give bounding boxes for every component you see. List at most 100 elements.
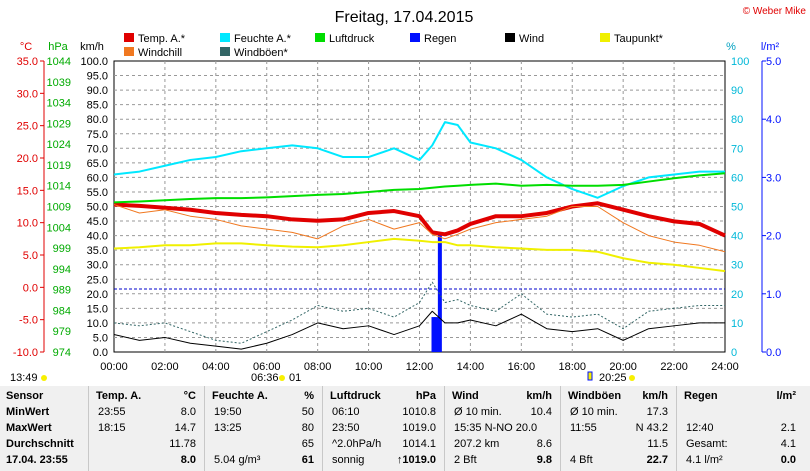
sunrise-time-label: 06:36 (251, 372, 279, 384)
x-tick-label: 20:00 (609, 361, 637, 373)
table-cell-value: 17.3 (646, 406, 668, 418)
table-column: Luftdruck hPa 06:10 1010.8 23:50 1019.0 ^2.0hP… (322, 386, 444, 471)
wind-tick-label: 55.0 (87, 187, 108, 199)
series-line (113, 201, 726, 238)
wind-tick-label: 15.0 (87, 303, 108, 315)
table-cell-label: 4 Bft (570, 454, 593, 466)
table-cell-value: 22.7 (646, 454, 668, 466)
table-cell-label: 2 Bft (454, 454, 477, 466)
table-column: Regen l/m² 12:40 2.1 Gesamt: 4.1 4.1 l/m² 0.0 (676, 386, 804, 471)
wind-tick-label: 100.0 (80, 56, 108, 68)
wind-tick-label: 30.0 (87, 260, 108, 272)
wind-tick-label: 10.0 (87, 318, 108, 330)
pressure-tick-label: 1034 (47, 98, 71, 110)
x-tick-label: 02:00 (151, 361, 179, 373)
wind-tick-label: 0.0 (93, 347, 108, 359)
table-cell-value: 50 (301, 406, 314, 418)
table-cell-value: 8.0 (180, 406, 196, 418)
table-cell-label: 06:10 (332, 406, 360, 418)
humidity-tick-label: 30 (731, 260, 743, 272)
x-tick-label: 22:00 (660, 361, 688, 373)
table-cell-label: 4.1 l/m² (686, 454, 723, 466)
left-time-label: 13:49 (10, 372, 38, 384)
table-cell-value: 10.4 (530, 406, 552, 418)
table-cell-value: 2.1 (780, 422, 796, 434)
column-title: Windböen (568, 390, 622, 402)
legend-swatch (315, 33, 325, 42)
temp-tick-label: 5.0 (23, 250, 38, 262)
sunset-time-label: 20:25 (599, 372, 627, 384)
table-column: Windböen km/h Ø 10 min. 17.3 11:55 N 43.2 11.5… (560, 386, 676, 471)
series-line (113, 237, 726, 273)
table-cell-value: 1010.8 (402, 406, 436, 418)
table-cell-label: 23:55 (98, 406, 126, 418)
rain-series (431, 232, 442, 352)
table-cell-label: 18:15 (98, 422, 126, 434)
stats-table: Sensor MinWert MaxWert Durchschnitt 17.0… (0, 386, 810, 471)
rain-tick-label: 0.0 (766, 347, 781, 359)
table-cell-label: 5.04 g/m³ (214, 454, 261, 466)
humidity-tick-label: 100 (731, 56, 749, 68)
table-cell-label: 19:50 (214, 406, 242, 418)
humidity-tick-label: 20 (731, 289, 743, 301)
rain-tick-label: 5.0 (766, 56, 781, 68)
pressure-tick-label: 994 (53, 264, 71, 276)
humidity-tick-label: 80 (731, 114, 743, 126)
legend-label: Taupunkt* (614, 33, 664, 45)
wind-tick-label: 5.0 (93, 332, 108, 344)
table-cell-value: 14.7 (174, 422, 196, 434)
rain-tick-label: 4.0 (766, 114, 781, 126)
legend-swatch (505, 33, 515, 42)
credit-label: © Weber Mike (743, 6, 807, 17)
divider (322, 386, 323, 471)
table-cell-value: 61 (301, 454, 314, 466)
table-cell-value: N 43.2 (635, 422, 668, 434)
temp-tick-label: -10.0 (13, 347, 38, 359)
table-cell-value: 1014.1 (402, 438, 436, 450)
rain-tick-label: 2.0 (766, 231, 781, 243)
wind-unit-label: km/h (80, 41, 104, 53)
column-title: Wind (452, 390, 479, 402)
x-tick-label: 12:00 (406, 361, 434, 373)
table-cell-label: 23:50 (332, 422, 360, 434)
pressure-unit-label: hPa (48, 41, 68, 53)
weather-chart: Freitag, 17.04.2015 © Weber Mike °C hPa … (10, 6, 807, 384)
table-cell-value: 80 (301, 422, 314, 434)
x-tick-label: 24:00 (711, 361, 739, 373)
column-title: Luftdruck (330, 390, 381, 402)
pressure-tick-label: 974 (53, 347, 71, 359)
pressure-tick-label: 979 (53, 326, 71, 338)
chart-title: Freitag, 17.04.2015 (335, 9, 474, 26)
table-cell-value: 4.1 (780, 438, 796, 450)
table-cell-label: sonnig (332, 454, 365, 466)
legend: Temp. A.* Feuchte A.* Luftdruck Regen Wind Ta… (124, 33, 664, 59)
humidity-tick-label: 40 (731, 231, 743, 243)
humidity-tick-label: 50 (731, 202, 743, 214)
rain-unit-label: l/m² (761, 41, 780, 53)
rain-tick-label: 3.0 (766, 172, 781, 184)
divider (560, 386, 561, 471)
temp-tick-label: 20.0 (17, 153, 38, 165)
legend-swatch (410, 33, 420, 42)
legend-label: Windchill (138, 47, 182, 59)
pressure-tick-label: 1019 (47, 160, 71, 172)
series-line (113, 204, 726, 253)
pressure-tick-label: 984 (53, 305, 71, 317)
table-cell-label: 207.2 km (454, 438, 500, 450)
wind-tick-label: 50.0 (87, 202, 108, 214)
legend-swatch (600, 33, 610, 42)
sunset-moon-icon (587, 371, 593, 381)
wind-tick-label: 90.0 (87, 85, 108, 97)
table-cell-value: 11.78 (169, 438, 196, 450)
column-unit: km/h (526, 390, 552, 402)
x-tick-label: 18:00 (558, 361, 586, 373)
wind-tick-label: 65.0 (87, 158, 108, 170)
humidity-tick-label: 70 (731, 143, 743, 155)
column-unit: °C (183, 390, 196, 402)
table-cell-value: 65 (301, 438, 314, 450)
wind-tick-label: 25.0 (87, 274, 108, 286)
wind-tick-label: 40.0 (87, 231, 108, 243)
divider (676, 386, 677, 471)
temp-tick-label: -5.0 (19, 315, 38, 327)
